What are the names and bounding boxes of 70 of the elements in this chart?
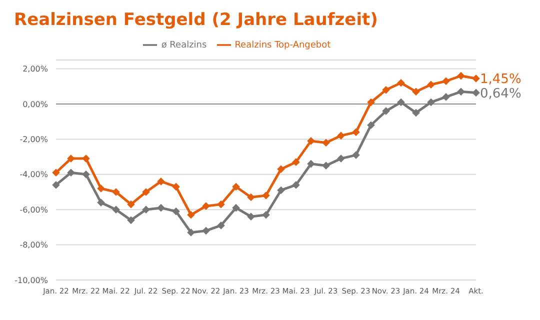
y-tick-label: 2,00% [22,64,48,74]
point [142,206,150,214]
point [232,204,240,212]
point [397,98,405,106]
point [322,162,330,170]
point [97,184,105,192]
legend-label: Realzins Top-Angebot [234,40,331,50]
point [472,74,480,82]
point [202,202,210,210]
point [442,77,450,85]
point [187,211,195,219]
point [457,72,465,80]
point [82,154,90,162]
point [97,198,105,206]
y-tick-label: 0,00% [22,100,48,109]
point [262,211,270,219]
point [397,79,405,87]
data-label: 1,45% [480,72,522,88]
point [127,216,135,224]
point [442,93,450,101]
point [127,200,135,208]
data-label: 0,64% [480,86,522,102]
point [157,178,165,186]
point [217,200,225,208]
point [142,188,150,196]
point [292,158,300,166]
point [337,154,345,162]
point [367,121,375,129]
y-tick-label: -2,00% [20,135,48,144]
point [112,188,120,196]
point [382,107,390,115]
point [247,194,255,201]
point [427,80,435,88]
point [232,183,240,190]
point [112,206,120,214]
point [187,228,195,236]
point [322,139,330,146]
point [217,222,225,230]
point [67,154,75,162]
point [382,86,390,94]
y-tick-label: -6,00% [20,205,48,214]
y-tick-label: -4,00% [20,170,48,180]
point [247,212,255,220]
point [412,109,420,116]
point [277,186,285,194]
point [52,181,60,189]
legend-label: ø Realzins [161,40,207,50]
point [52,168,60,176]
point [427,98,435,106]
point [307,160,315,168]
point [202,227,210,234]
point [472,89,480,96]
point [457,88,465,96]
point [337,132,345,140]
point [172,208,180,216]
point [277,165,285,173]
point [67,168,75,176]
point [172,183,180,190]
y-tick-label: -10,00% [14,276,48,285]
point [262,192,270,200]
chart-title: Realzinsen Festgeld (2 Jahre Laufzeit) [13,9,379,32]
point [82,170,90,178]
point [367,98,375,106]
point [352,151,360,159]
point [292,181,300,189]
point [352,128,360,136]
point [412,88,420,96]
point [157,204,165,212]
y-tick-label: -8,00% [20,240,48,250]
point [307,137,315,145]
